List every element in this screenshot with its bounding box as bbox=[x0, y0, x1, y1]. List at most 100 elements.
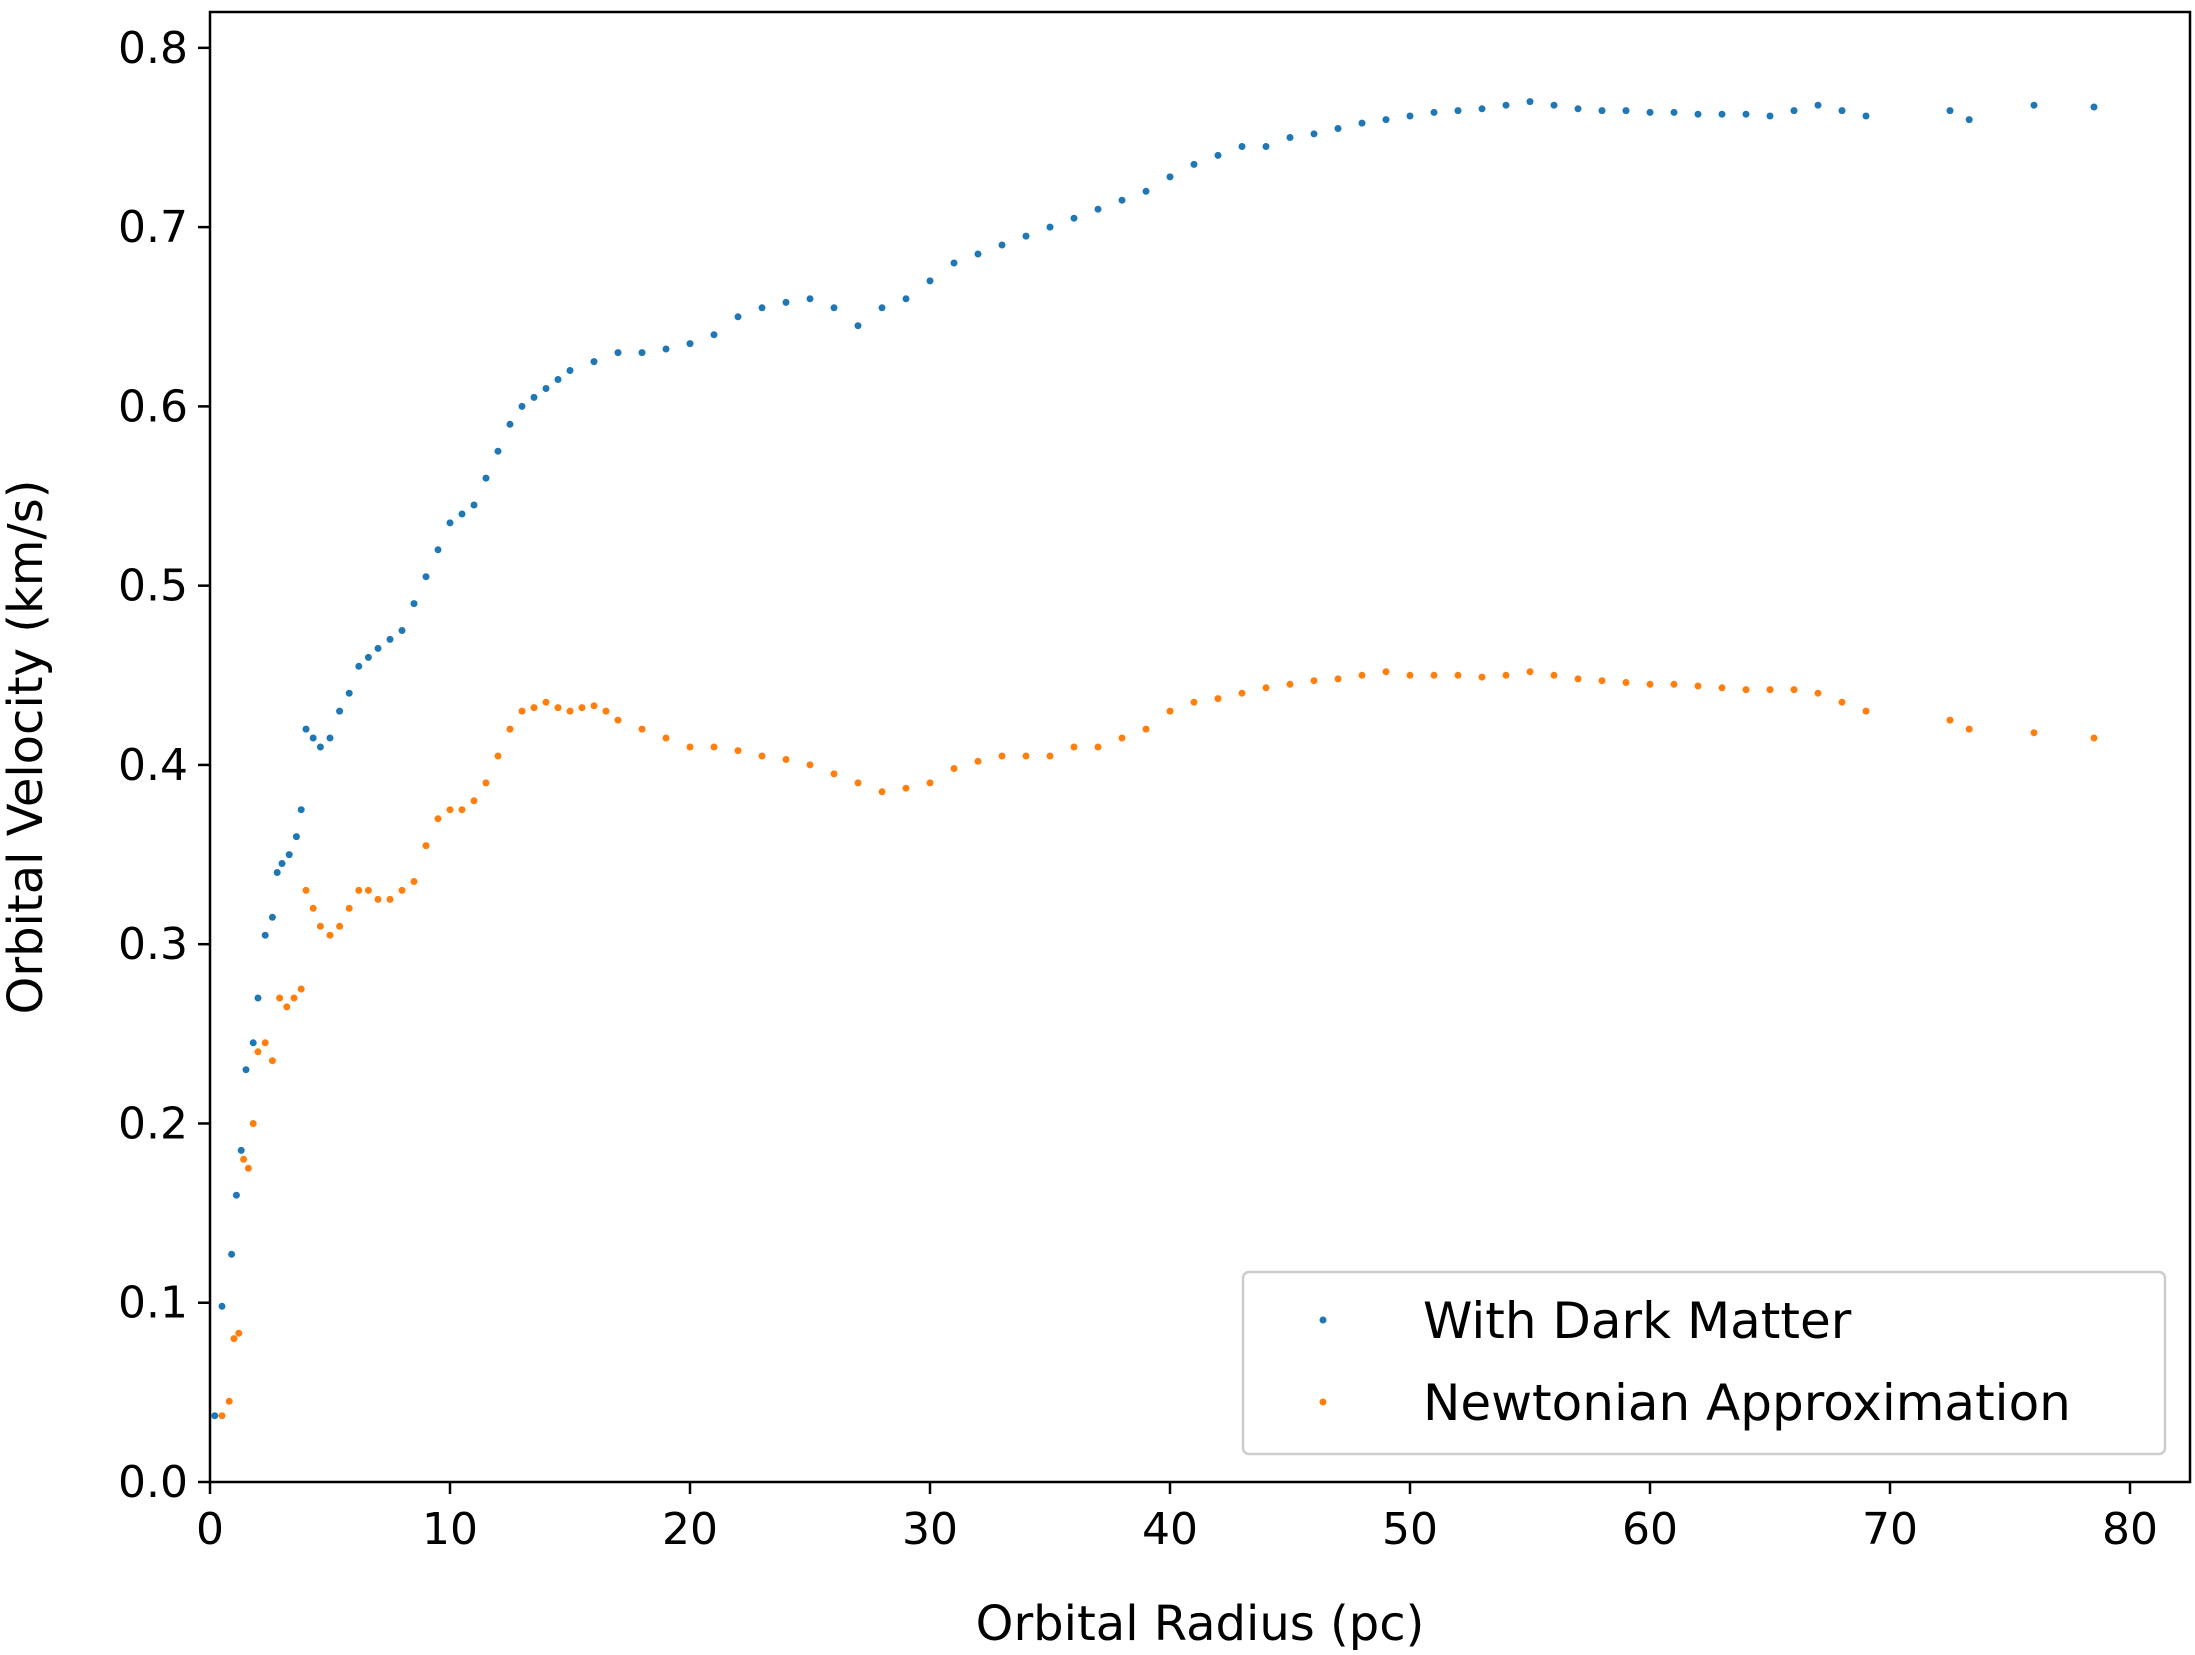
point-with-dark-matter bbox=[1406, 112, 1414, 120]
point-with-dark-matter bbox=[830, 304, 838, 312]
y-axis-label: Orbital Velocity (km/s) bbox=[0, 480, 54, 1015]
point-with-dark-matter bbox=[734, 313, 742, 321]
point-with-dark-matter bbox=[232, 1191, 240, 1199]
point-newtonian-approximation bbox=[1670, 680, 1678, 688]
y-tick-label: 0.0 bbox=[118, 1457, 188, 1508]
point-newtonian-approximation bbox=[446, 806, 454, 814]
point-with-dark-matter bbox=[710, 331, 718, 339]
point-with-dark-matter bbox=[1694, 110, 1702, 118]
point-newtonian-approximation bbox=[276, 994, 284, 1002]
point-with-dark-matter bbox=[1838, 107, 1846, 115]
point-newtonian-approximation bbox=[235, 1329, 243, 1337]
point-with-dark-matter bbox=[1190, 160, 1198, 168]
x-tick-label: 30 bbox=[902, 1504, 958, 1555]
point-newtonian-approximation bbox=[950, 765, 958, 772]
point-newtonian-approximation bbox=[638, 725, 646, 733]
y-tick-label: 0.1 bbox=[118, 1278, 188, 1329]
points-layer bbox=[211, 98, 2098, 1420]
point-newtonian-approximation bbox=[1046, 752, 1054, 760]
point-newtonian-approximation bbox=[230, 1335, 238, 1343]
point-newtonian-approximation bbox=[554, 704, 562, 712]
point-newtonian-approximation bbox=[602, 707, 610, 715]
point-with-dark-matter bbox=[261, 931, 269, 939]
point-with-dark-matter bbox=[302, 725, 310, 733]
point-newtonian-approximation bbox=[374, 895, 382, 903]
point-newtonian-approximation bbox=[1262, 684, 1270, 692]
point-newtonian-approximation bbox=[974, 757, 982, 765]
point-newtonian-approximation bbox=[1946, 716, 1954, 724]
point-with-dark-matter bbox=[268, 913, 276, 921]
point-with-dark-matter bbox=[211, 1412, 219, 1420]
point-newtonian-approximation bbox=[1742, 686, 1750, 694]
point-with-dark-matter bbox=[278, 860, 286, 867]
point-newtonian-approximation bbox=[1022, 752, 1030, 760]
point-newtonian-approximation bbox=[1238, 689, 1246, 697]
legend-box bbox=[1241, 1270, 2167, 1456]
point-with-dark-matter bbox=[1094, 205, 1102, 213]
point-with-dark-matter bbox=[458, 510, 466, 518]
point-with-dark-matter bbox=[638, 349, 646, 357]
point-newtonian-approximation bbox=[1118, 734, 1126, 742]
point-with-dark-matter bbox=[1430, 108, 1438, 116]
point-with-dark-matter bbox=[1310, 130, 1318, 138]
point-with-dark-matter bbox=[446, 519, 454, 527]
point-with-dark-matter bbox=[1022, 232, 1030, 240]
point-with-dark-matter bbox=[237, 1146, 245, 1154]
y-tick-label: 0.5 bbox=[118, 561, 188, 612]
point-with-dark-matter bbox=[1238, 143, 1246, 150]
point-with-dark-matter bbox=[1526, 98, 1534, 106]
point-with-dark-matter bbox=[854, 322, 862, 330]
point-with-dark-matter bbox=[554, 376, 562, 383]
point-newtonian-approximation bbox=[225, 1397, 233, 1405]
point-with-dark-matter bbox=[782, 298, 790, 306]
point-with-dark-matter bbox=[590, 358, 598, 366]
point-newtonian-approximation bbox=[1965, 725, 1973, 733]
point-newtonian-approximation bbox=[1142, 725, 1150, 733]
point-with-dark-matter bbox=[1358, 119, 1366, 127]
x-tick-label: 0 bbox=[196, 1504, 224, 1555]
point-newtonian-approximation bbox=[530, 704, 538, 712]
point-newtonian-approximation bbox=[1070, 743, 1078, 751]
x-tick-label: 40 bbox=[1142, 1504, 1198, 1555]
point-newtonian-approximation bbox=[290, 994, 298, 1002]
point-with-dark-matter bbox=[1965, 116, 1973, 124]
point-newtonian-approximation bbox=[1862, 707, 1870, 715]
point-newtonian-approximation bbox=[1478, 673, 1486, 681]
point-with-dark-matter bbox=[950, 259, 958, 267]
y-tick-label: 0.8 bbox=[118, 23, 188, 74]
point-with-dark-matter bbox=[398, 627, 406, 634]
point-with-dark-matter bbox=[1622, 107, 1630, 115]
point-with-dark-matter bbox=[686, 340, 694, 348]
point-newtonian-approximation bbox=[614, 716, 622, 724]
point-with-dark-matter bbox=[1502, 101, 1510, 109]
point-with-dark-matter bbox=[1214, 151, 1222, 159]
point-with-dark-matter bbox=[422, 573, 430, 581]
point-newtonian-approximation bbox=[434, 815, 442, 823]
point-with-dark-matter bbox=[1742, 110, 1750, 118]
point-with-dark-matter bbox=[1118, 196, 1126, 204]
point-newtonian-approximation bbox=[1694, 682, 1702, 690]
x-tick-label: 80 bbox=[2102, 1504, 2158, 1555]
point-with-dark-matter bbox=[386, 635, 394, 643]
point-newtonian-approximation bbox=[1334, 675, 1342, 683]
point-with-dark-matter bbox=[228, 1250, 236, 1258]
plot-frame bbox=[208, 10, 2192, 1484]
point-with-dark-matter bbox=[374, 644, 382, 652]
x-tick-label: 10 bbox=[422, 1504, 478, 1555]
point-with-dark-matter bbox=[758, 304, 766, 312]
point-newtonian-approximation bbox=[386, 895, 394, 903]
point-newtonian-approximation bbox=[542, 698, 550, 706]
point-newtonian-approximation bbox=[1790, 686, 1798, 694]
point-with-dark-matter bbox=[297, 806, 305, 814]
point-newtonian-approximation bbox=[410, 878, 418, 885]
point-newtonian-approximation bbox=[1550, 671, 1558, 679]
point-with-dark-matter bbox=[316, 743, 324, 751]
point-newtonian-approximation bbox=[1598, 677, 1606, 685]
point-newtonian-approximation bbox=[482, 779, 490, 787]
legend: With Dark Matter Newtonian Approximation bbox=[1241, 1270, 2167, 1456]
point-newtonian-approximation bbox=[244, 1164, 252, 1172]
point-newtonian-approximation bbox=[494, 752, 502, 760]
y-tick-label: 0.3 bbox=[118, 919, 188, 970]
point-newtonian-approximation bbox=[218, 1412, 226, 1420]
point-with-dark-matter bbox=[1046, 223, 1054, 231]
